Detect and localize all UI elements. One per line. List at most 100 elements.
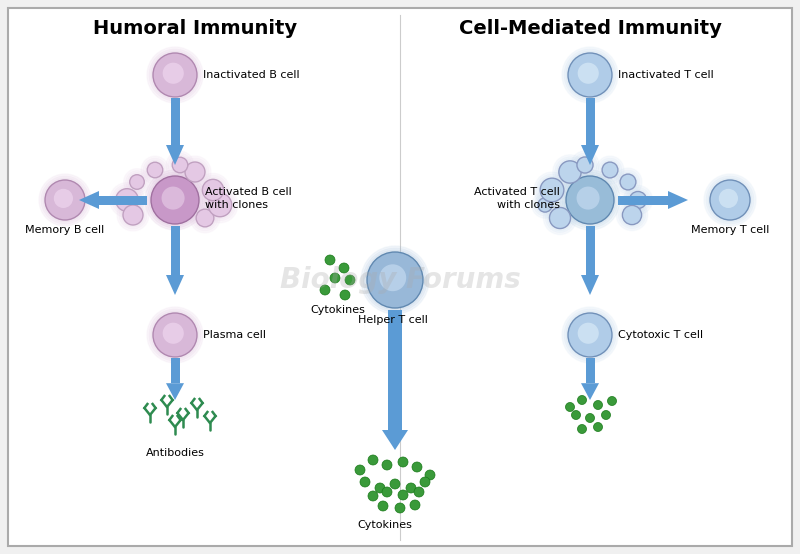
Circle shape (602, 162, 618, 178)
Circle shape (398, 490, 408, 500)
Circle shape (149, 174, 201, 226)
Text: Cytokines: Cytokines (358, 520, 413, 530)
Circle shape (153, 313, 197, 357)
Bar (99, 196, 147, 204)
Circle shape (536, 174, 568, 206)
Circle shape (578, 396, 586, 404)
Text: with clones: with clones (497, 200, 560, 210)
Circle shape (363, 248, 427, 312)
Circle shape (147, 307, 203, 363)
Circle shape (627, 189, 649, 211)
Circle shape (123, 205, 143, 225)
Circle shape (532, 192, 558, 218)
Circle shape (534, 194, 556, 216)
Circle shape (142, 156, 169, 184)
Circle shape (577, 157, 593, 173)
Circle shape (406, 483, 416, 493)
Circle shape (124, 169, 150, 196)
Circle shape (112, 184, 142, 216)
Circle shape (568, 53, 612, 97)
Circle shape (566, 176, 614, 224)
Circle shape (571, 411, 581, 419)
Circle shape (543, 202, 577, 234)
Circle shape (330, 273, 340, 283)
Circle shape (117, 199, 149, 231)
Circle shape (185, 162, 205, 182)
Text: Memory B cell: Memory B cell (26, 225, 105, 235)
Circle shape (340, 290, 350, 300)
Circle shape (162, 187, 185, 209)
Polygon shape (668, 191, 688, 209)
Circle shape (204, 189, 236, 220)
Text: Inactivated T cell: Inactivated T cell (618, 70, 714, 80)
Circle shape (162, 322, 184, 344)
Circle shape (614, 168, 642, 196)
Circle shape (600, 160, 620, 180)
Circle shape (620, 203, 644, 227)
Circle shape (194, 207, 216, 229)
Bar (388, 310, 402, 430)
Text: Cell-Mediated Immunity: Cell-Mediated Immunity (458, 18, 722, 38)
Circle shape (116, 189, 138, 211)
Text: Helper T cell: Helper T cell (358, 315, 428, 325)
Circle shape (594, 423, 602, 432)
Circle shape (557, 159, 583, 185)
Circle shape (538, 198, 552, 212)
Circle shape (145, 170, 205, 230)
Polygon shape (166, 145, 184, 165)
Circle shape (578, 63, 598, 84)
Circle shape (151, 311, 199, 359)
Circle shape (578, 424, 586, 433)
Circle shape (147, 172, 203, 228)
Circle shape (566, 403, 574, 412)
Polygon shape (79, 191, 99, 209)
Circle shape (183, 160, 207, 184)
Circle shape (43, 178, 87, 222)
Bar (586, 358, 594, 383)
Circle shape (564, 174, 616, 226)
Circle shape (190, 203, 220, 233)
Circle shape (596, 156, 624, 184)
Circle shape (560, 170, 620, 230)
Circle shape (147, 162, 162, 178)
Text: Activated B cell: Activated B cell (205, 187, 292, 197)
Circle shape (622, 206, 642, 224)
Circle shape (607, 397, 617, 406)
Circle shape (710, 180, 750, 220)
Circle shape (170, 155, 190, 175)
Bar (586, 98, 594, 145)
Circle shape (365, 250, 425, 310)
Circle shape (538, 176, 566, 204)
Circle shape (573, 153, 597, 177)
Circle shape (571, 151, 599, 179)
Text: Cytotoxic T cell: Cytotoxic T cell (618, 330, 703, 340)
Circle shape (534, 172, 570, 208)
Circle shape (153, 53, 197, 97)
Circle shape (181, 158, 209, 186)
Text: Inactivated B cell: Inactivated B cell (203, 70, 300, 80)
Text: Plasma cell: Plasma cell (203, 330, 266, 340)
Bar (170, 358, 179, 383)
Circle shape (172, 157, 188, 173)
Circle shape (577, 187, 600, 209)
Circle shape (704, 174, 756, 226)
Circle shape (110, 183, 144, 217)
Text: Cytokines: Cytokines (310, 305, 366, 315)
Circle shape (555, 157, 585, 187)
Circle shape (559, 161, 581, 183)
Circle shape (620, 174, 636, 190)
Text: Memory T cell: Memory T cell (691, 225, 769, 235)
Circle shape (546, 203, 574, 233)
Circle shape (375, 483, 385, 493)
Circle shape (410, 500, 420, 510)
Circle shape (390, 479, 400, 489)
Circle shape (179, 156, 211, 188)
Circle shape (114, 187, 140, 213)
Circle shape (130, 175, 144, 189)
Circle shape (151, 51, 199, 99)
Circle shape (149, 309, 201, 361)
Circle shape (379, 264, 406, 291)
Circle shape (547, 206, 573, 230)
Circle shape (425, 470, 435, 480)
Bar (618, 196, 668, 204)
